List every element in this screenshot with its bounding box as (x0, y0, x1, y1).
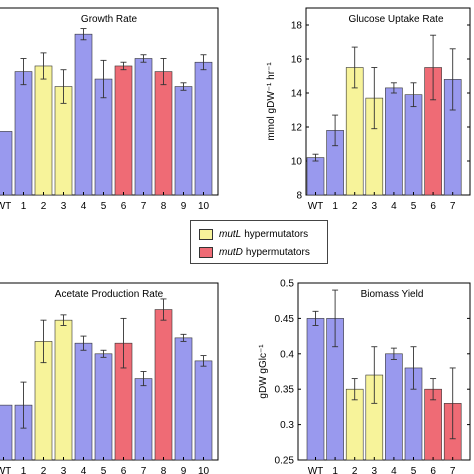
bar (154, 71, 173, 196)
bar (54, 319, 73, 461)
x-tick-label: 1 (21, 201, 27, 212)
x-tick-label: 7 (450, 466, 456, 474)
y-axis-label: mmol gDW⁻¹ hr⁻¹ (266, 62, 277, 141)
legend-item-mutd: mutD hypermutators (199, 244, 310, 260)
x-tick-label: 7 (450, 201, 456, 212)
y-tick-label: 0.35 (275, 385, 295, 396)
x-tick-label: WT (308, 201, 324, 212)
x-tick-label: 5 (411, 201, 417, 212)
x-tick-label: 3 (372, 201, 378, 212)
bar (34, 65, 53, 196)
bar (306, 318, 325, 461)
x-tick-label: 7 (141, 201, 147, 212)
x-tick-label: 2 (352, 201, 358, 212)
x-tick-label: 4 (391, 201, 397, 212)
y-tick-label: 8 (296, 191, 302, 202)
y-tick-label: 16 (291, 55, 303, 66)
x-tick-label: 1 (332, 466, 338, 474)
y-tick-label: 10 (291, 157, 303, 168)
bar (194, 61, 213, 196)
legend-item-mutl: mutL hypermutators (199, 226, 308, 242)
legend-label-mutl: hypermutators (244, 228, 309, 240)
x-tick-label: WT (308, 466, 324, 474)
bar (94, 353, 113, 461)
y-tick-label: 14 (291, 89, 303, 100)
x-tick-label: 3 (61, 466, 67, 474)
bar (306, 157, 325, 196)
y-tick-label: 12 (291, 123, 303, 134)
bar (385, 87, 403, 196)
legend: mutL hypermutators mutD hypermutators (190, 220, 328, 264)
x-tick-label: WT (0, 466, 11, 474)
x-tick-label: 9 (181, 201, 187, 212)
x-tick-label: 1 (332, 201, 338, 212)
panel-frame (297, 282, 471, 461)
x-tick-label: 7 (141, 466, 147, 474)
legend-swatch-mutl (199, 228, 213, 240)
x-tick-label: 5 (101, 466, 107, 474)
y-axis-label: gDW gGlc⁻¹ (258, 344, 269, 399)
y-tick-label: 0.25 (275, 456, 295, 467)
legend-label-mutd: hypermutators (245, 246, 310, 258)
panel-title: Acetate Production Rate (55, 289, 164, 300)
bar (194, 360, 213, 461)
bar (404, 94, 423, 196)
x-tick-label: 8 (161, 201, 167, 212)
x-tick-label: 4 (391, 466, 397, 474)
panel-4: 0.25 0.3 0.35 0.4 0.45 0.5 gDW gGlc⁻¹ WT 1 2 3 4 5 6 7… (258, 279, 471, 474)
legend-swatch-mutd (199, 246, 213, 258)
bar (134, 58, 153, 196)
bar (385, 353, 403, 461)
y-tick-label: 0.5 (280, 279, 294, 290)
legend-gene-mutl: mutL (219, 228, 242, 240)
x-tick-label: 4 (81, 201, 87, 212)
x-tick-label: 6 (121, 466, 127, 474)
bar (154, 309, 173, 461)
x-tick-label: 10 (198, 466, 210, 474)
x-tick-label: 4 (81, 466, 87, 474)
bar (0, 131, 13, 196)
panel-1: WT 1 2 3 4 5 6 7 8 9 10 Growth Rate (0, 7, 219, 212)
y-tick-label: 0.4 (280, 349, 294, 360)
x-tick-label: 5 (101, 201, 107, 212)
x-tick-label: 9 (181, 466, 187, 474)
x-tick-label: 8 (161, 466, 167, 474)
x-tick-label: 6 (430, 201, 436, 212)
bar (114, 65, 133, 196)
bar (74, 342, 93, 461)
legend-gene-mutd: mutD (219, 246, 243, 258)
x-tick-label: 2 (41, 201, 47, 212)
bar (74, 33, 93, 196)
bar (0, 404, 13, 461)
y-tick-label: 18 (291, 21, 303, 32)
panel-3: WT 1 2 3 4 5 6 7 8 9 10 Acetate Production Rate (0, 282, 219, 474)
x-tick-label: 3 (372, 466, 378, 474)
x-tick-label: 2 (41, 466, 47, 474)
panel-title: Growth Rate (81, 14, 138, 25)
y-tick-label: 0.45 (275, 314, 295, 325)
x-tick-label: 1 (21, 466, 27, 474)
x-tick-label: 6 (430, 466, 436, 474)
x-tick-label: WT (0, 201, 11, 212)
panel-title: Glucose Uptake Rate (348, 14, 443, 25)
x-tick-label: 2 (352, 466, 358, 474)
x-tick-label: 10 (198, 201, 210, 212)
x-tick-label: 3 (61, 201, 67, 212)
bar (134, 378, 153, 461)
bar (14, 71, 33, 196)
x-tick-label: 6 (121, 201, 127, 212)
x-tick-label: 5 (411, 466, 417, 474)
y-tick-label: 0.3 (280, 420, 294, 431)
bar (174, 337, 193, 461)
bar (174, 86, 193, 196)
panel-title: Biomass Yield (361, 289, 424, 300)
